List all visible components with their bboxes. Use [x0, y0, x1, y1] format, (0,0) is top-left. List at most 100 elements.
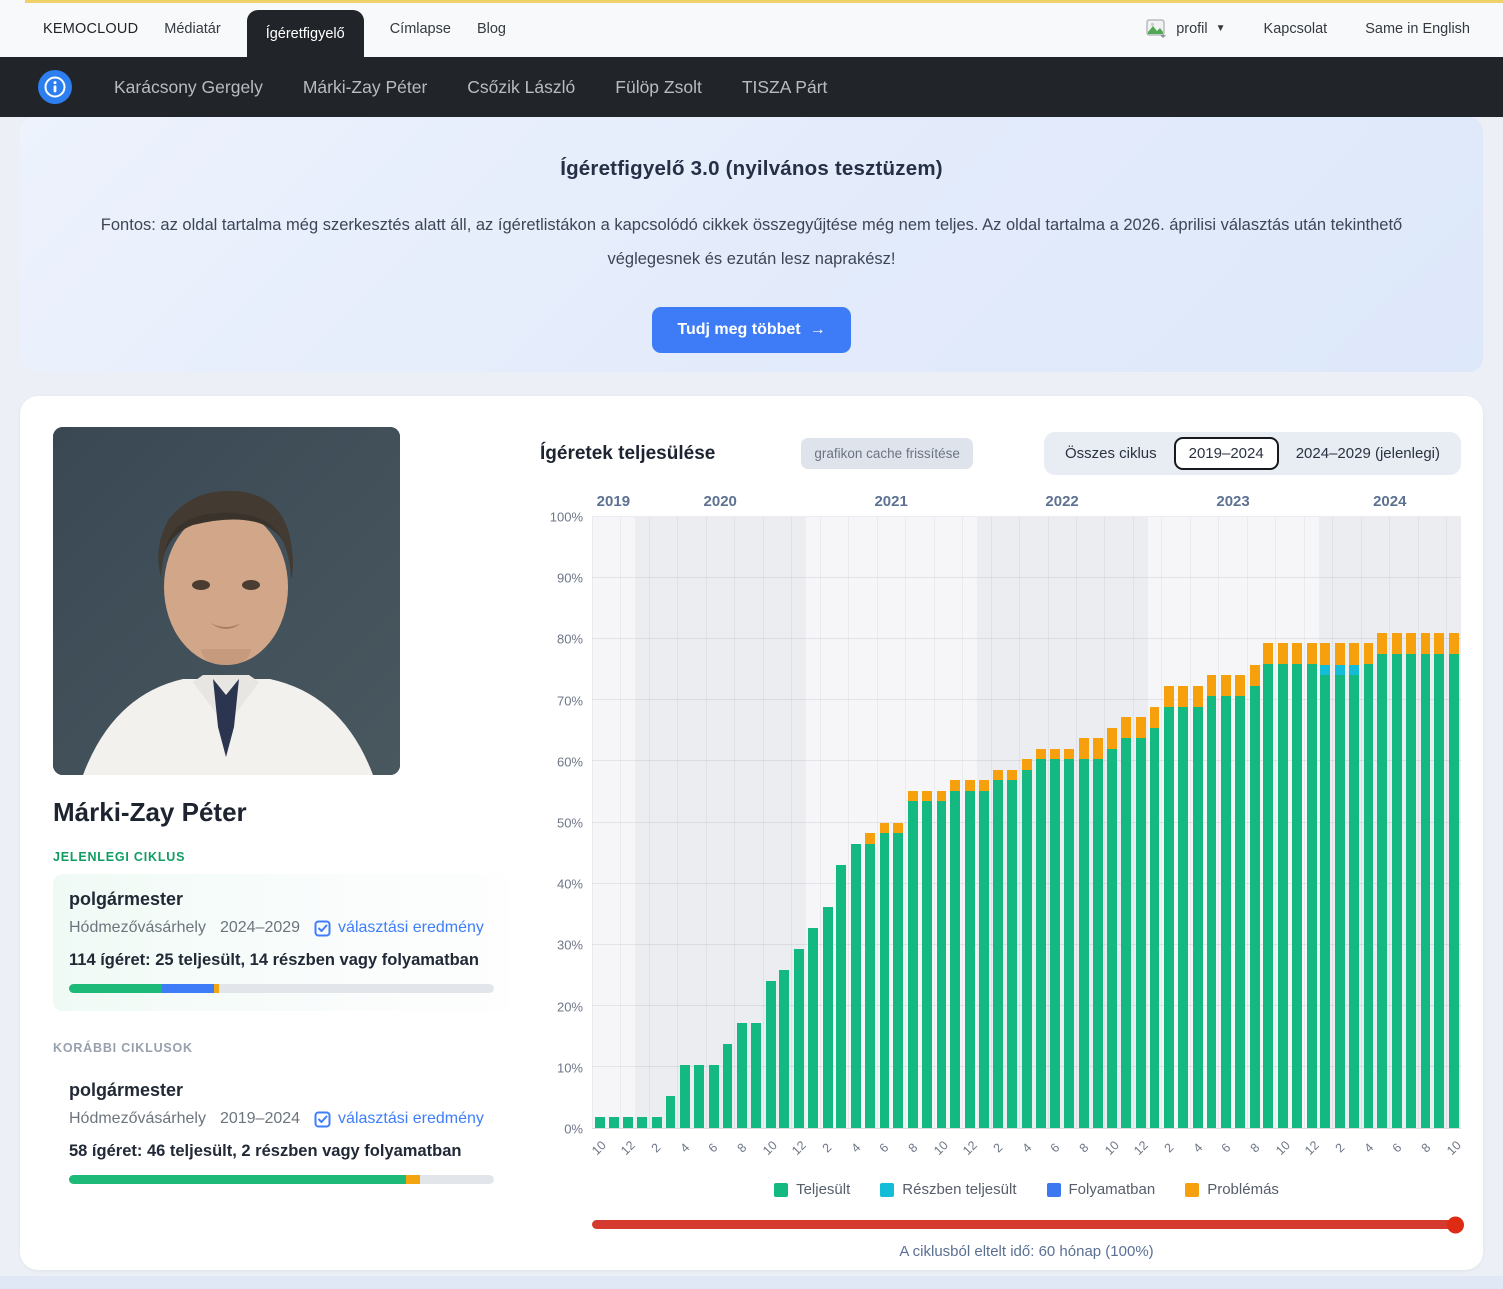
bar-2022-05[interactable] [1034, 517, 1048, 1128]
bar-2021-04[interactable] [848, 517, 863, 1128]
bar-2024-03[interactable] [1347, 517, 1361, 1128]
bar-2021-06[interactable] [876, 517, 892, 1128]
segment-Teljesült [794, 948, 805, 1128]
topnav-item-mediatar[interactable]: Médiatár [164, 20, 221, 37]
bar-2021-10[interactable] [933, 517, 949, 1128]
bar-2023-01[interactable] [1148, 517, 1162, 1128]
bar-2020-04[interactable] [677, 517, 692, 1128]
bar-2024-05[interactable] [1375, 517, 1389, 1128]
bar-2022-07[interactable] [1062, 517, 1076, 1128]
bar-2020-07[interactable] [721, 517, 735, 1128]
bar-2021-02[interactable] [819, 517, 835, 1128]
bar-2021-01[interactable] [806, 517, 820, 1128]
legend-item-Problémás[interactable]: Problémás [1185, 1181, 1279, 1198]
refresh-cache-button[interactable]: grafikon cache frissítése [801, 438, 973, 469]
bar-2023-08[interactable] [1246, 517, 1262, 1128]
subnav-item-tisza[interactable]: TISZA Párt [741, 76, 828, 97]
election-result-link[interactable]: választási eredmény [314, 1110, 484, 1128]
bar-2022-09[interactable] [1091, 517, 1105, 1128]
bar-2023-10[interactable] [1275, 517, 1290, 1128]
topnav-item-blog[interactable]: Blog [476, 20, 506, 37]
tab-2024-2029[interactable]: 2024–2029 (jelenlegi) [1295, 445, 1440, 462]
election-result-link[interactable]: választási eredmény [314, 919, 484, 937]
subnav-item-csozik[interactable]: Csőzik László [467, 76, 576, 97]
topnav-item-cimlapse[interactable]: Címlapse [389, 20, 451, 37]
bar-2023-07[interactable] [1233, 517, 1247, 1128]
info-icon[interactable] [38, 70, 72, 104]
bar-2023-05[interactable] [1205, 517, 1219, 1128]
bar-2021-12[interactable] [962, 517, 977, 1128]
bar-2021-05[interactable] [863, 517, 877, 1128]
topnav-item-kapcsolat[interactable]: Kapcsolat [1263, 20, 1328, 37]
bar-2019-12[interactable] [620, 517, 635, 1128]
segment-Teljesült [1434, 653, 1445, 1128]
segment-Teljesült [1320, 675, 1331, 1128]
promise-progressbar [69, 984, 494, 993]
bar-2024-08[interactable] [1417, 517, 1433, 1128]
bar-2022-10[interactable] [1104, 517, 1119, 1128]
bar-2023-09[interactable] [1262, 517, 1276, 1128]
bar-2020-02[interactable] [648, 517, 664, 1128]
topnav-item-igeretfigyelo[interactable]: Ígéretfigyelő [246, 10, 364, 57]
profile-dropdown[interactable]: profil ▼ [1146, 19, 1226, 38]
bar-2021-11[interactable] [948, 517, 962, 1128]
bar-2024-02[interactable] [1332, 517, 1347, 1128]
bar-2020-12[interactable] [791, 517, 806, 1128]
tab-all-cycles[interactable]: Összes ciklus [1064, 445, 1157, 462]
bar-2020-08[interactable] [734, 517, 749, 1128]
bar-2022-01[interactable] [977, 517, 991, 1128]
bar-2023-02[interactable] [1161, 517, 1176, 1128]
bar-2024-10[interactable] [1446, 517, 1461, 1128]
election-result-label: választási eredmény [338, 1110, 484, 1127]
bar-2024-04[interactable] [1360, 517, 1376, 1128]
bar-2022-08[interactable] [1075, 517, 1091, 1128]
slider-knob[interactable] [1447, 1216, 1464, 1233]
bar-2020-10[interactable] [762, 517, 778, 1128]
bar-2020-01[interactable] [635, 517, 649, 1128]
bar-2023-06[interactable] [1218, 517, 1233, 1128]
bar-2022-06[interactable] [1047, 517, 1063, 1128]
subnav-item-markizay[interactable]: Márki-Zay Péter [302, 76, 428, 97]
bar-2021-08[interactable] [905, 517, 920, 1128]
bar-2023-12[interactable] [1303, 517, 1319, 1128]
bar-2019-11[interactable] [607, 517, 621, 1128]
bar-2020-05[interactable] [692, 517, 706, 1128]
x-tick: 6 [876, 1140, 892, 1156]
bar-2022-11[interactable] [1119, 517, 1133, 1128]
learn-more-button[interactable]: Tudj meg többet → [652, 306, 851, 353]
tab-2019-2024[interactable]: 2019–2024 [1173, 437, 1279, 470]
bar-2019-10[interactable] [592, 517, 607, 1128]
time-elapsed-slider[interactable] [592, 1216, 1464, 1233]
subnav-item-fulop[interactable]: Fülöp Zsolt [615, 76, 702, 97]
bar-2020-09[interactable] [749, 517, 763, 1128]
brand-kemocloud[interactable]: KEMOCLOUD [43, 20, 139, 37]
legend-item-Részben teljesült[interactable]: Részben teljesült [880, 1181, 1017, 1198]
bar-2022-04[interactable] [1019, 517, 1034, 1128]
bar-2020-03[interactable] [664, 517, 678, 1128]
segment-Problémás [1050, 748, 1061, 760]
bar-2022-12[interactable] [1132, 517, 1148, 1128]
subnav-item-karacsony[interactable]: Karácsony Gergely [114, 76, 263, 97]
legend-item-Teljesült[interactable]: Teljesült [774, 1181, 850, 1198]
bar-2024-06[interactable] [1389, 517, 1404, 1128]
bar-2022-03[interactable] [1005, 517, 1019, 1128]
bar-2024-01[interactable] [1318, 517, 1332, 1128]
bar-2021-07[interactable] [891, 517, 905, 1128]
bar-2021-09[interactable] [920, 517, 934, 1128]
bar-2023-11[interactable] [1290, 517, 1304, 1128]
x-tick [1233, 1129, 1247, 1171]
bar-2024-07[interactable] [1404, 517, 1418, 1128]
bar-2020-11[interactable] [778, 517, 792, 1128]
x-tick [1347, 1129, 1361, 1171]
legend-item-Folyamatban[interactable]: Folyamatban [1046, 1181, 1155, 1198]
bar-2023-04[interactable] [1189, 517, 1205, 1128]
topnav-item-language[interactable]: Same in English [1365, 20, 1470, 37]
bar-2021-03[interactable] [834, 517, 848, 1128]
bar-2020-06[interactable] [705, 517, 721, 1128]
segment-Teljesült [1192, 706, 1203, 1128]
x-tick [1404, 1129, 1418, 1171]
bar-2023-03[interactable] [1176, 517, 1190, 1128]
bar-2022-02[interactable] [990, 517, 1006, 1128]
y-tick-label: 80% [556, 631, 583, 647]
bar-2024-09[interactable] [1432, 517, 1446, 1128]
